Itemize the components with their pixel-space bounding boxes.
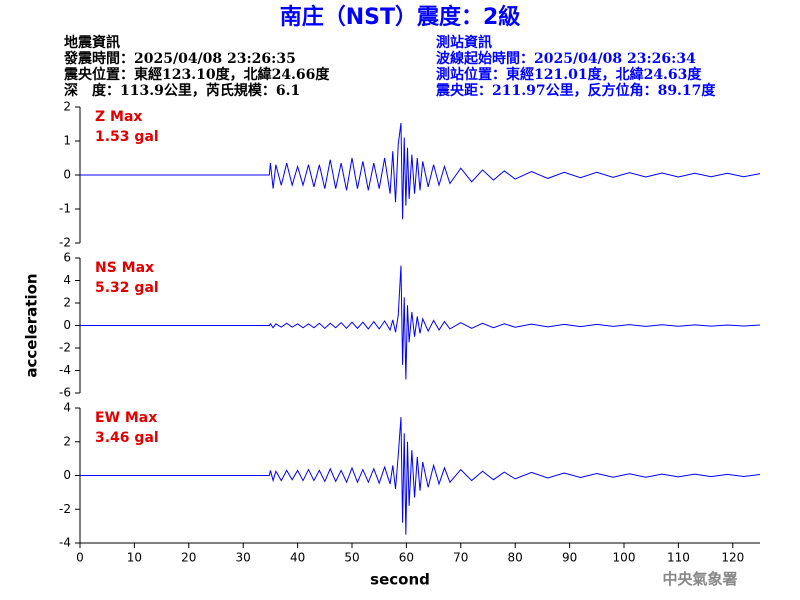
info-line: 測站資訊 <box>436 34 492 51</box>
y-tick-label: 2 <box>63 296 71 310</box>
annotation: 1.53 gal <box>95 129 159 145</box>
y-tick-label: 0 <box>63 468 71 482</box>
annotation: 3.46 gal <box>95 430 159 446</box>
y-tick-label: -1 <box>59 202 71 216</box>
waveform <box>80 265 761 380</box>
x-tick-label: 60 <box>399 551 414 565</box>
x-tick-label: 10 <box>127 551 142 565</box>
annotation: Z Max <box>95 109 142 125</box>
y-tick-label: 4 <box>63 273 71 287</box>
x-tick-label: 40 <box>290 551 305 565</box>
info-line: 測站位置：東經121.01度，北緯24.63度 <box>436 66 702 83</box>
y-tick-label: 4 <box>63 401 71 415</box>
waveform <box>80 417 761 535</box>
y-tick-label: -2 <box>59 236 71 250</box>
x-tick-label: 70 <box>453 551 468 565</box>
y-tick-label: -4 <box>59 536 71 550</box>
y-tick-label: -4 <box>59 363 71 377</box>
x-tick-label: 50 <box>344 551 359 565</box>
y-tick-label: 2 <box>63 100 71 114</box>
x-tick-label: 100 <box>613 551 636 565</box>
x-tick-label: 110 <box>667 551 690 565</box>
info-line: 地震資訊 <box>64 34 120 51</box>
y-tick-label: 0 <box>63 318 71 332</box>
waveform <box>80 122 761 220</box>
y-tick-label: -6 <box>59 386 71 400</box>
info-line: 深 度：113.9公里，芮氏規模：6.1 <box>64 82 300 99</box>
x-tick-label: 30 <box>236 551 251 565</box>
annotation: 5.32 gal <box>95 280 159 296</box>
credit: 中央氣象署 <box>662 570 737 588</box>
x-tick-label: 80 <box>508 551 523 565</box>
x-tick-label: 120 <box>721 551 744 565</box>
y-tick-label: 6 <box>63 251 71 265</box>
y-tick-label: 1 <box>63 134 71 148</box>
y-tick-label: -2 <box>59 341 71 355</box>
info-line: 發震時間：2025/04/08 23:26:35 <box>63 50 296 67</box>
annotation: EW Max <box>95 410 157 426</box>
annotation: NS Max <box>95 260 154 276</box>
info-line: 波線起始時間：2025/04/08 23:26:34 <box>436 50 696 67</box>
info-line: 震央距：211.97公里，反方位角：89.17度 <box>435 82 716 99</box>
y-axis-label: acceleration <box>23 273 41 377</box>
x-axis-label: second <box>370 571 430 589</box>
info-line: 震央位置：東經123.10度，北緯24.66度 <box>63 66 330 83</box>
x-tick-label: 0 <box>76 551 84 565</box>
chart-title: 南庄（NST）震度：2級 <box>280 4 521 30</box>
y-tick-label: -2 <box>59 502 71 516</box>
y-tick-label: 0 <box>63 168 71 182</box>
x-tick-label: 20 <box>181 551 196 565</box>
y-tick-label: 2 <box>63 434 71 448</box>
x-tick-label: 90 <box>562 551 577 565</box>
